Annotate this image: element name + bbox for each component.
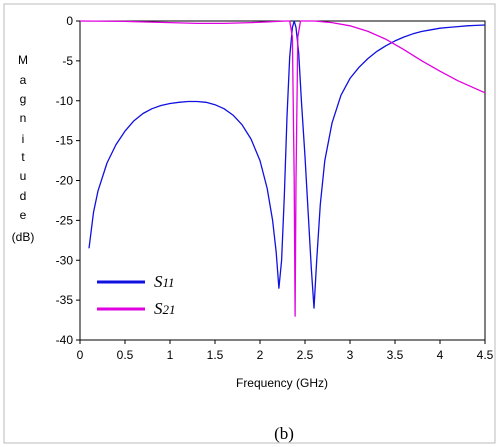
y-tick-label: -30 [56, 253, 74, 267]
y-axis-title-letter: a [20, 73, 27, 87]
y-axis-title-letter: n [20, 111, 27, 125]
y-axis-title-letter: (dB) [12, 230, 35, 244]
y-axis-title-letter: i [22, 132, 25, 146]
y-axis: 0 -5 -10 -15 -20 -25 -30 -35 -40 [56, 14, 80, 347]
x-tick-label: 0 [77, 348, 84, 362]
series-line-s21 [79, 20, 486, 317]
legend-label-subscript: 21 [163, 302, 176, 317]
y-axis-title-letter: t [21, 150, 25, 164]
legend-label-base: S [154, 272, 163, 291]
y-tick-label: -15 [56, 134, 74, 148]
figure-border [3, 3, 496, 444]
plot-area [79, 20, 486, 341]
y-axis-title-letter: M [18, 53, 28, 67]
y-tick-label: -25 [56, 213, 74, 227]
x-tick-label: 3 [347, 348, 354, 362]
y-axis-title-letter: e [20, 208, 27, 222]
x-tick-label: 2 [257, 348, 264, 362]
y-axis-title-letter: g [20, 92, 27, 106]
x-tick-label: 3.5 [387, 348, 404, 362]
y-tick-label: -10 [56, 94, 74, 108]
y-tick-label: -40 [56, 333, 74, 347]
x-tick-label: 0.5 [117, 348, 134, 362]
y-tick-label: 0 [66, 14, 73, 28]
x-tick-label: 1.5 [207, 348, 224, 362]
figure-caption: (b) [274, 424, 294, 443]
x-tick-label: 2.5 [297, 348, 314, 362]
y-tick-label: -5 [62, 54, 73, 68]
x-axis-title: Frequency (GHz) [236, 376, 328, 390]
legend-label: S21 [154, 299, 176, 318]
legend-label-base: S [154, 299, 163, 318]
series-layer [79, 20, 486, 317]
x-axis: 0 0.5 1 1.5 2 2.5 3 3.5 4 4.5 [77, 340, 494, 362]
x-tick-label: 1 [167, 348, 174, 362]
series-line-s11 [88, 20, 486, 309]
y-tick-label: -20 [56, 174, 74, 188]
x-tick-label: 4.5 [477, 348, 494, 362]
y-axis-title-letter: d [20, 189, 27, 203]
legend-label-subscript: 11 [163, 275, 175, 290]
y-axis-title-letter: u [20, 169, 27, 183]
x-tick-label: 4 [437, 348, 444, 362]
legend-label: S11 [154, 272, 175, 291]
y-tick-label: -35 [56, 293, 74, 307]
